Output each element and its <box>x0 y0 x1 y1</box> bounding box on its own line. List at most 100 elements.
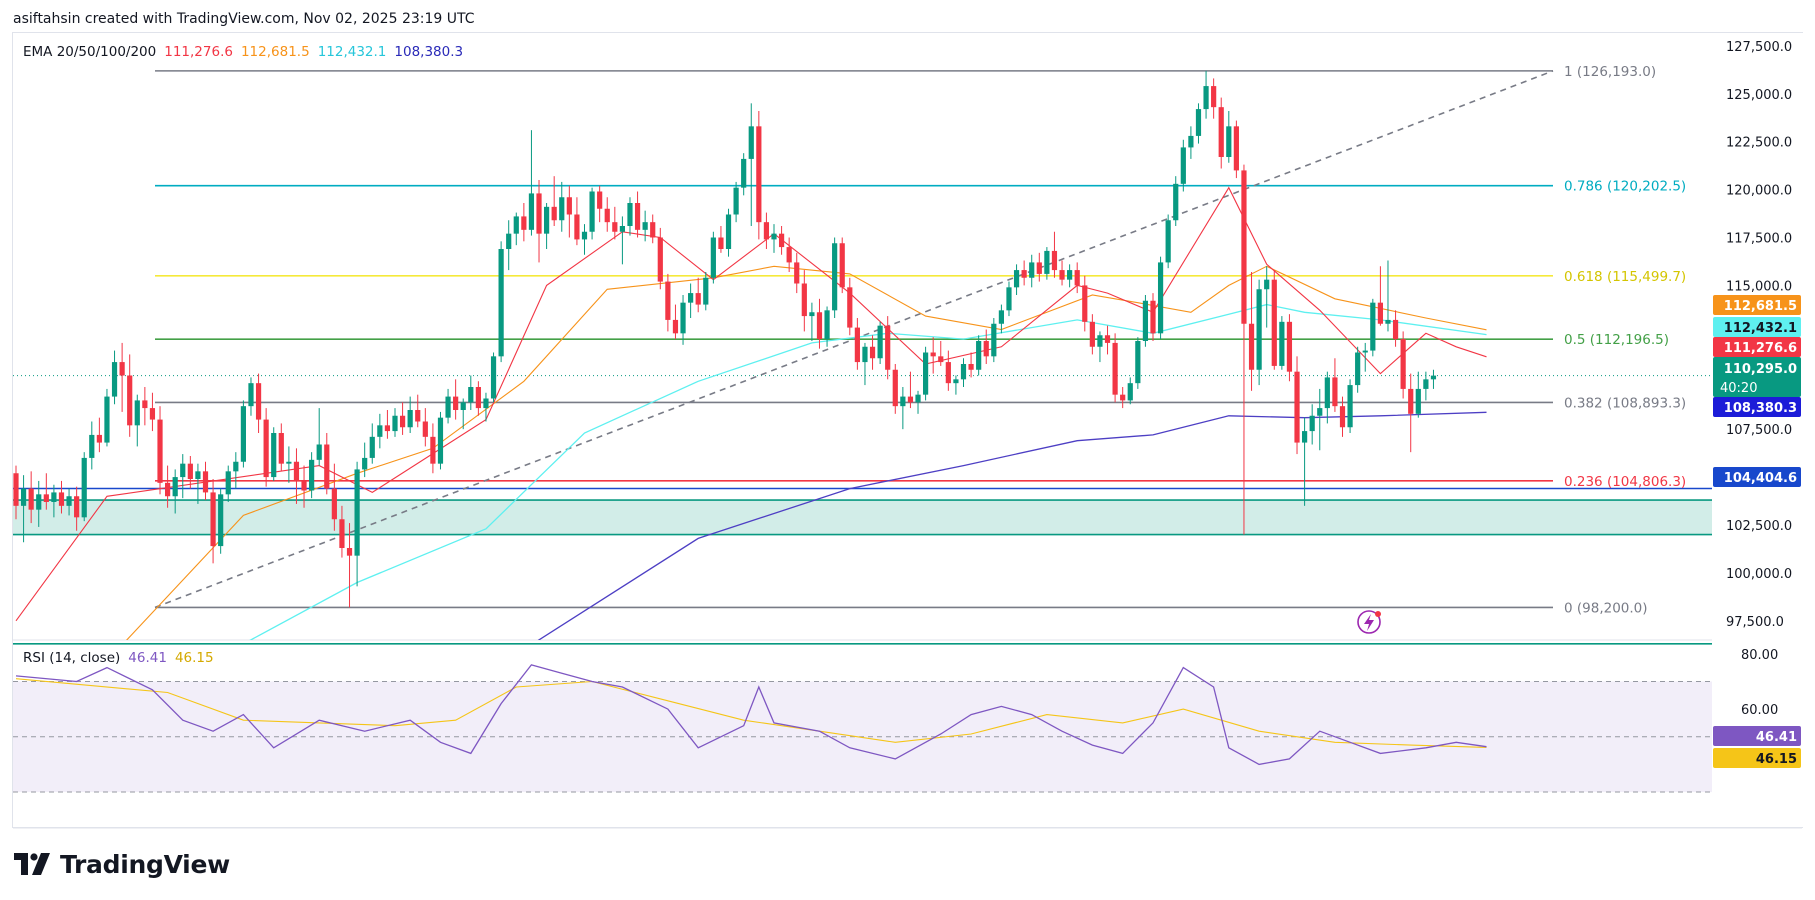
candle-body <box>1180 147 1186 184</box>
candle-body <box>1203 86 1209 110</box>
price-tag: 112,432.1 <box>1713 317 1801 337</box>
candle-body <box>551 206 557 221</box>
candle-body <box>1120 394 1126 401</box>
price-tag: 108,380.3 <box>1713 397 1801 417</box>
tradingview-logo-text: TradingView <box>60 849 230 879</box>
candle <box>346 523 353 608</box>
rsi-axis-tick: 80.00 <box>1741 648 1778 663</box>
candle-body <box>1036 262 1042 274</box>
candle-body <box>657 237 663 282</box>
tradingview-logo-icon <box>14 853 50 875</box>
candle <box>816 298 823 349</box>
candle <box>195 463 201 504</box>
candle <box>142 387 148 426</box>
candle-body <box>695 293 701 305</box>
candle-body <box>945 362 951 384</box>
candle-body <box>869 346 876 359</box>
candle <box>1309 404 1315 445</box>
candle <box>733 181 739 223</box>
rsi-legend[interactable]: RSI (14, close) 46.41 46.15 <box>23 650 222 666</box>
candle-body <box>809 312 815 317</box>
candle-body <box>771 233 777 240</box>
fib-level-label: 0.5 (112,196.5) <box>1564 332 1669 348</box>
candle <box>233 452 239 489</box>
rsi-label: RSI (14, close) <box>23 650 121 666</box>
candle <box>945 350 951 391</box>
candle-body <box>1074 270 1080 286</box>
candle <box>202 461 209 501</box>
lightning-alert-icon[interactable] <box>1357 610 1381 634</box>
candle-body <box>1302 431 1308 443</box>
candle-body <box>1294 371 1300 443</box>
tradingview-logo[interactable]: TradingView <box>14 848 230 880</box>
candle-body <box>566 197 572 215</box>
candle-body <box>1226 126 1232 157</box>
candle-body <box>1430 375 1437 380</box>
candle-body <box>1029 262 1035 278</box>
candle-body <box>718 237 724 249</box>
candle-body <box>824 310 830 340</box>
price-chart[interactable]: 1 (126,193.0) 0.786 (120,202.5) 0.618 (115… <box>0 0 1815 840</box>
ema-legend[interactable]: EMA 20/50/100/200 111,276.6 112,681.5 112,4… <box>23 44 471 60</box>
candle <box>1180 139 1186 192</box>
candle-body <box>119 362 125 376</box>
candle <box>1059 260 1065 286</box>
candle-body <box>468 387 474 403</box>
candle <box>415 394 421 428</box>
candle <box>892 364 898 414</box>
candle <box>998 304 1004 334</box>
price-tag-box <box>1713 295 1801 315</box>
candle-body <box>1264 279 1270 290</box>
ema20-value: 111,276.6 <box>164 44 233 60</box>
candle-body <box>104 396 110 443</box>
candle-body <box>453 396 459 410</box>
candle <box>483 392 489 422</box>
ema20-line <box>15 186 1487 622</box>
candle <box>362 442 368 478</box>
candle-body <box>1362 350 1368 353</box>
candle <box>263 408 269 487</box>
candle <box>1317 388 1323 451</box>
price-axis-tick: 97,500.0 <box>1726 615 1784 630</box>
candle-body <box>36 494 42 510</box>
candle <box>983 329 989 364</box>
candle <box>581 224 588 255</box>
candle-body <box>1142 300 1149 341</box>
candle-body <box>748 126 754 159</box>
candle-body <box>1112 342 1118 395</box>
fib-level-label: 0 (98,200.0) <box>1564 600 1648 616</box>
candle-body <box>28 488 34 510</box>
candle-body <box>293 461 300 481</box>
candle <box>778 226 785 255</box>
candle-body <box>672 319 679 334</box>
candle <box>1006 281 1012 317</box>
candle <box>1211 78 1217 119</box>
candle-body <box>13 473 19 506</box>
candle <box>1415 371 1421 418</box>
candle-body <box>513 216 519 234</box>
candle <box>43 473 49 510</box>
candle-body <box>422 421 428 437</box>
candle-body <box>475 387 481 409</box>
candle-body <box>263 419 269 478</box>
candle <box>619 216 625 265</box>
candle <box>566 185 572 238</box>
candle <box>710 231 716 284</box>
candle-body <box>286 461 292 464</box>
price-tag-text: 112,432.1 <box>1724 321 1797 336</box>
candle <box>278 423 284 472</box>
candle-body <box>900 396 906 407</box>
candle-body <box>1317 408 1323 416</box>
candle <box>832 237 838 318</box>
candle <box>991 318 997 363</box>
candle-body <box>339 519 345 548</box>
candle <box>293 448 300 504</box>
candle-body <box>1044 250 1050 274</box>
rsi-tag: 46.41 <box>1713 726 1801 746</box>
candle-body <box>460 402 466 410</box>
candle-body <box>953 379 959 384</box>
candle <box>650 214 656 244</box>
candle-body <box>536 193 542 234</box>
candle <box>1408 373 1414 453</box>
candle-body <box>74 496 80 518</box>
